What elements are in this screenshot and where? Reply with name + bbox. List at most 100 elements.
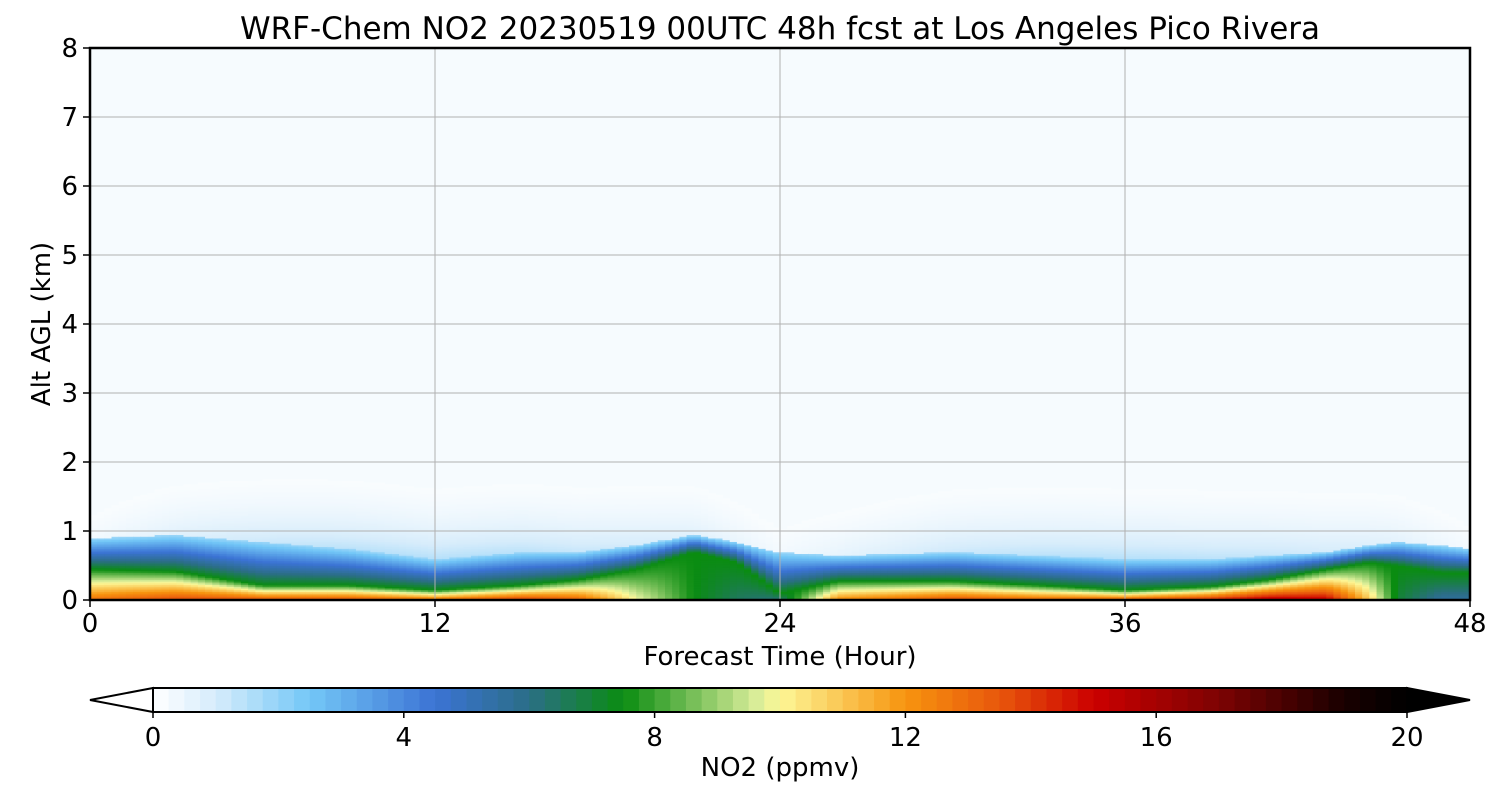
field-cell [327, 572, 335, 575]
field-cell [514, 551, 522, 555]
field-cell [499, 594, 508, 598]
field-cell [564, 572, 573, 575]
field-cell [334, 572, 343, 575]
field-cell [305, 532, 314, 536]
field-cell [456, 489, 465, 492]
field-cell [499, 582, 508, 586]
field-cell [312, 589, 321, 592]
field-cell [528, 520, 537, 523]
field-cell [154, 513, 163, 517]
field-cell [442, 548, 450, 551]
field-cell [212, 503, 220, 506]
field-cell [305, 501, 314, 505]
field-cell [377, 577, 386, 580]
field-cell [585, 591, 594, 594]
field-cell [600, 506, 609, 510]
field-cell [291, 524, 300, 527]
field-cell [564, 596, 573, 599]
field-cell [585, 549, 594, 553]
field-cell [593, 596, 601, 599]
field-cell [528, 565, 537, 568]
field-cell [348, 570, 357, 573]
field-cell [614, 596, 623, 599]
field-cell [298, 510, 307, 513]
field-cell [413, 503, 422, 506]
field-cell [614, 512, 623, 515]
field-cell [276, 522, 285, 525]
field-cell [571, 518, 580, 522]
field-cell [348, 553, 357, 556]
field-cell [363, 539, 371, 542]
field-cell [169, 555, 177, 558]
field-cell [276, 596, 285, 599]
field-cell [327, 567, 335, 570]
field-cell [327, 570, 335, 573]
field-cell [355, 536, 364, 539]
field-cell [470, 532, 479, 536]
field-cell [406, 546, 415, 549]
field-cell [607, 491, 616, 494]
field-cell [341, 518, 350, 522]
field-cell [348, 536, 357, 539]
field-cell [571, 582, 580, 586]
field-cell [442, 579, 450, 582]
field-cell [176, 529, 185, 532]
field-cell [248, 586, 256, 589]
field-cell [578, 539, 587, 542]
field-cell [248, 487, 256, 491]
field-cell [262, 539, 271, 542]
field-cell [341, 579, 350, 582]
field-cell [528, 551, 537, 555]
field-cell [320, 491, 328, 494]
field-cell [97, 572, 105, 575]
field-cell [125, 594, 134, 598]
field-cell [320, 563, 328, 567]
field-cell [355, 551, 364, 555]
field-cell [542, 546, 551, 549]
field-cell [90, 525, 98, 529]
field-cell [341, 596, 350, 599]
field-cell [327, 487, 335, 491]
field-cell [485, 512, 494, 515]
field-cell [449, 536, 458, 539]
field-cell [621, 491, 630, 494]
field-cell [154, 565, 163, 568]
field-cell [578, 579, 587, 582]
field-cell [190, 496, 199, 499]
field-cell [205, 544, 213, 548]
field-cell [133, 581, 141, 584]
field-cell [614, 534, 623, 537]
field-cell [535, 546, 544, 549]
field-cell [621, 553, 630, 556]
field-cell [470, 486, 479, 489]
field-cell [585, 575, 594, 579]
field-cell [269, 506, 278, 510]
field-cell [312, 522, 321, 525]
field-cell [298, 560, 307, 563]
field-cell [478, 596, 486, 599]
field-cell [514, 572, 522, 575]
field-cell [607, 560, 616, 563]
field-cell [550, 491, 558, 494]
field-cell [442, 506, 450, 510]
field-cell [514, 539, 522, 542]
field-cell [557, 510, 565, 513]
field-cell [240, 493, 249, 496]
field-cell [190, 570, 199, 573]
field-cell [499, 555, 508, 558]
field-cell [125, 553, 134, 556]
field-cell [550, 560, 558, 563]
field-cell [514, 560, 522, 563]
field-cell [305, 524, 314, 527]
field-cell [514, 577, 522, 580]
field-cell [355, 522, 364, 525]
field-cell [219, 499, 228, 503]
field-cell [406, 572, 415, 575]
field-cell [255, 510, 264, 513]
field-cell [485, 501, 494, 505]
field-cell [614, 558, 623, 561]
field-cell [334, 534, 343, 537]
field-cell [571, 558, 580, 561]
field-cell [456, 491, 465, 494]
field-cell [190, 541, 199, 544]
